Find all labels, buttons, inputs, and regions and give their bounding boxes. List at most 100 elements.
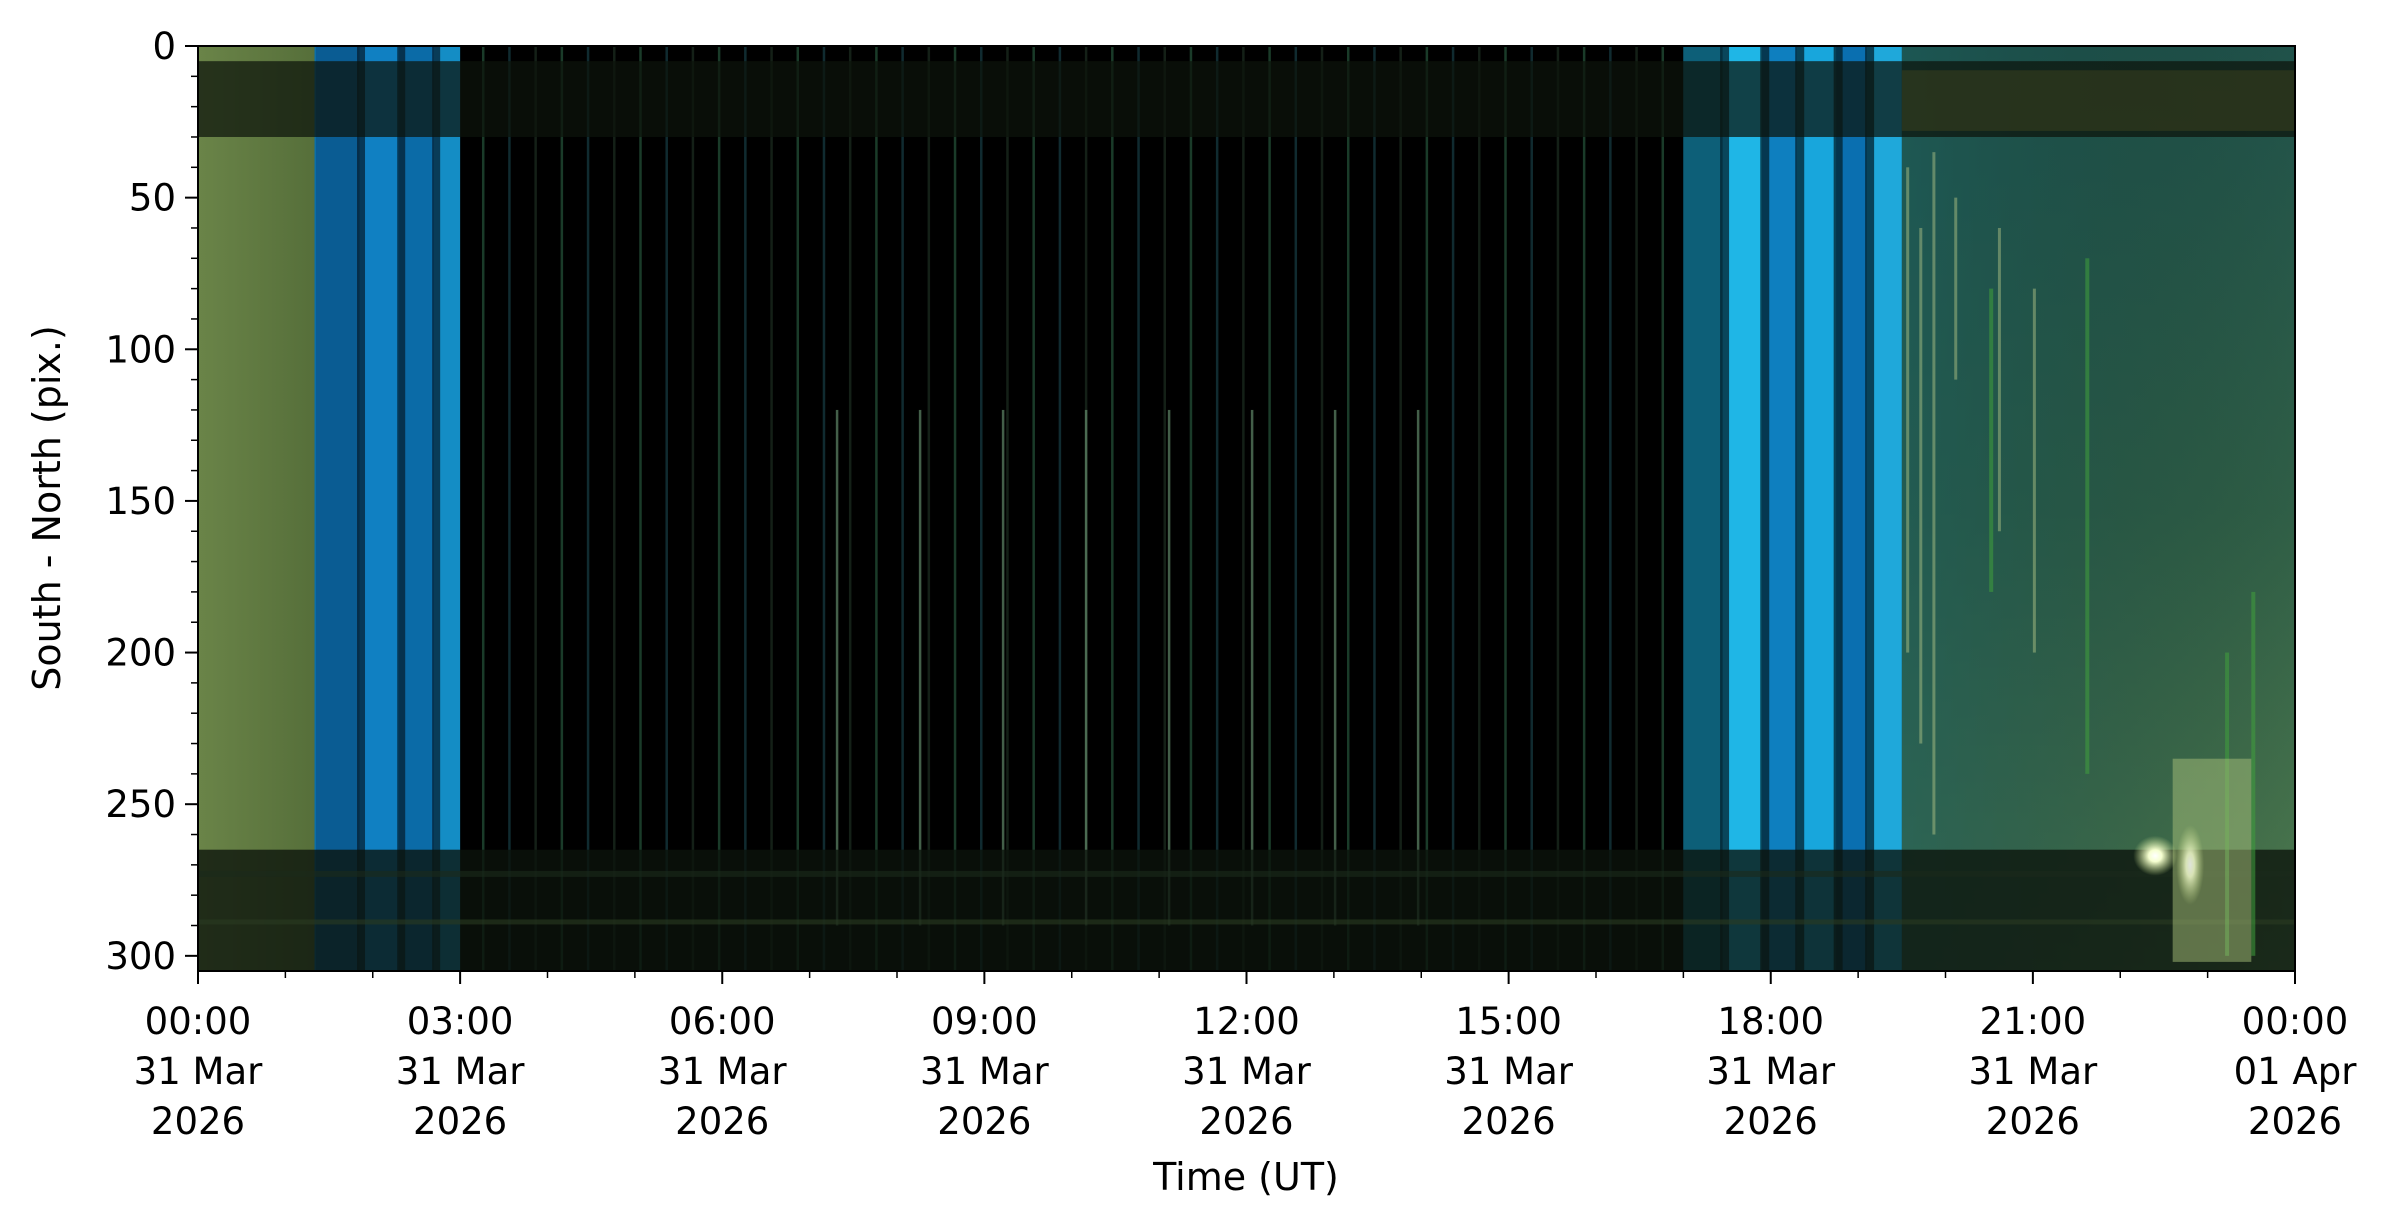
x-tick-year-2: 2026 <box>413 1100 507 1143</box>
night-streak-16 <box>875 46 878 971</box>
segment-1 <box>198 46 315 971</box>
bottom-line-b <box>198 919 2295 925</box>
texture-layer <box>198 46 2295 971</box>
night-streak-30 <box>1242 46 1245 971</box>
evening-dark-line-5 <box>1865 46 1875 971</box>
night-streak-43 <box>1582 46 1586 971</box>
night-bright-streak-1 <box>835 409 839 926</box>
night-streak-12 <box>770 46 773 971</box>
evening-band-2 <box>1722 46 1763 971</box>
night-bright-streak-7 <box>1333 409 1337 926</box>
night-streak-7 <box>639 46 642 971</box>
aurora-wisp-5 <box>1997 227 2001 532</box>
x-tick-time-7: 18:00 <box>1717 1000 1824 1043</box>
night-streak-23 <box>1058 46 1062 971</box>
aurora-features <box>1906 152 2256 962</box>
night-streak-36 <box>1399 46 1402 971</box>
night-streak-25 <box>1111 46 1114 971</box>
x-tick-year-4: 2026 <box>937 1100 1031 1143</box>
x-tick-year-5: 2026 <box>1199 1100 1293 1143</box>
twilight-dark-line-3 <box>432 46 441 971</box>
twilight-dark-line-1 <box>357 46 366 971</box>
green-streak-1 <box>1989 288 1994 592</box>
night-streak-14 <box>822 46 826 971</box>
top-olive-strip <box>1901 70 2295 131</box>
x-tick-date-1: 31 Mar <box>134 1050 263 1093</box>
night-streak-26 <box>1137 46 1140 971</box>
x-axis-label: Time (UT) <box>1152 1155 1339 1199</box>
x-tick-year-7: 2026 <box>1724 1100 1818 1143</box>
y-tick-label-50: 50 <box>129 177 176 220</box>
night-streak-8 <box>665 46 668 971</box>
night-streak-45 <box>1635 46 1638 971</box>
night-streak-28 <box>1189 46 1193 971</box>
green-streak-2 <box>2085 258 2090 774</box>
evening-dark-line-4 <box>1833 46 1843 971</box>
night-streak-22 <box>1032 46 1035 971</box>
night-streak-41 <box>1530 46 1533 971</box>
bottom-dark-strip <box>198 849 2295 971</box>
plot-area <box>198 46 2295 971</box>
evening-dark-line-2 <box>1760 46 1770 971</box>
x-tick-year-9: 2026 <box>2248 1100 2342 1143</box>
night-streak-15 <box>848 46 852 971</box>
night-streak-31 <box>1268 46 1271 971</box>
x-tick-time-6: 15:00 <box>1455 1000 1562 1043</box>
night-streak-34 <box>1346 46 1350 971</box>
twilight-band-1 <box>315 46 360 971</box>
x-tick-date-6: 31 Mar <box>1444 1050 1573 1093</box>
x-tick-year-3: 2026 <box>675 1100 769 1143</box>
x-tick-date-4: 31 Mar <box>920 1050 1049 1093</box>
night-bright-streak-2 <box>918 409 922 926</box>
x-tick-date-3: 31 Mar <box>658 1050 787 1093</box>
night-streak-20 <box>980 46 983 971</box>
night-streak-5 <box>586 46 590 971</box>
night-streak-1 <box>481 46 485 971</box>
x-tick-date-2: 31 Mar <box>396 1050 525 1093</box>
aurora-wisp-2 <box>1919 227 1923 744</box>
evening-dark-line-1 <box>1720 46 1730 971</box>
aurora-wisp-1 <box>1906 167 1910 653</box>
night-streak-37 <box>1425 46 1429 971</box>
night-streak-40 <box>1504 46 1507 971</box>
green-streak-4 <box>2251 591 2256 956</box>
night-bright-streak-5 <box>1167 409 1171 926</box>
night-streak-33 <box>1320 46 1324 971</box>
y-tick-label-150: 150 <box>105 480 176 523</box>
night-streak-6 <box>613 46 616 971</box>
night-streak-38 <box>1451 46 1455 971</box>
night-streak-32 <box>1294 46 1298 971</box>
evening-dark-line-3 <box>1795 46 1805 971</box>
night-streak-11 <box>744 46 747 971</box>
night-bright-streak-8 <box>1416 409 1420 926</box>
bottom-line-a <box>198 870 2295 877</box>
y-tick-label-250: 250 <box>105 783 176 826</box>
y-tick-label-300: 300 <box>105 935 176 978</box>
night-streak-27 <box>1163 46 1166 971</box>
night-streak-4 <box>560 46 564 971</box>
night-streak-42 <box>1556 46 1560 971</box>
night-streak-44 <box>1609 46 1612 971</box>
twilight-dark-line-2 <box>397 46 406 971</box>
night-streak-18 <box>927 46 931 971</box>
x-tick-date-9: 01 Apr <box>2234 1050 2358 1093</box>
twilight-band-2 <box>359 46 399 971</box>
y-tick-label-0: 0 <box>152 25 176 68</box>
x-tick-time-9: 00:00 <box>2242 1000 2349 1043</box>
night-streak-39 <box>1478 46 1481 971</box>
bright-spot-tail <box>2176 824 2205 905</box>
evening-band-1 <box>1683 46 1723 971</box>
x-axis: 00:00 31 Mar 2026 03:00 31 Mar 2026 06:00 31 Ma… <box>134 971 2358 1143</box>
y-tick-label-100: 100 <box>105 328 176 371</box>
x-tick-year-8: 2026 <box>1986 1100 2080 1143</box>
x-tick-year-6: 2026 <box>1462 1100 1556 1143</box>
night-streak-3 <box>534 46 537 971</box>
x-tick-time-5: 12:00 <box>1193 1000 1300 1043</box>
x-tick-time-1: 00:00 <box>145 1000 252 1043</box>
x-tick-date-7: 31 Mar <box>1706 1050 1835 1093</box>
night-streak-13 <box>796 46 800 971</box>
night-streak-21 <box>1006 46 1009 971</box>
night-bright-streak-3 <box>1001 409 1005 926</box>
night-streak-2 <box>508 46 511 971</box>
